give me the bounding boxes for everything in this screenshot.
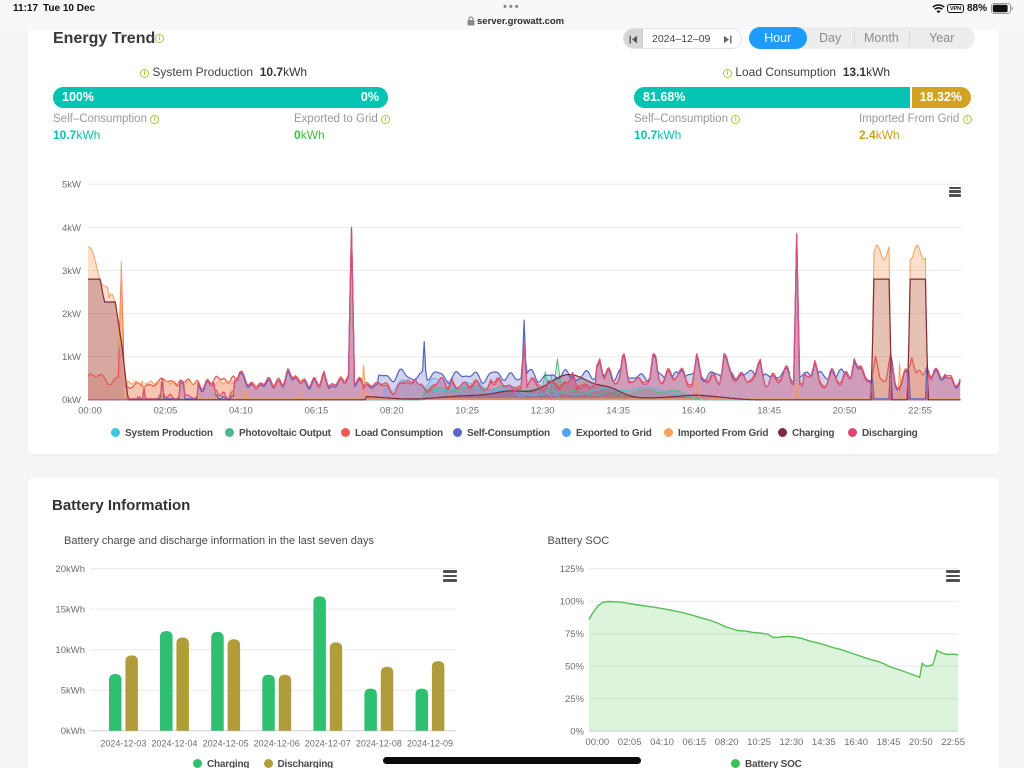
- svg-text:18:45: 18:45: [757, 405, 781, 416]
- svg-text:10kWh: 10kWh: [55, 645, 85, 656]
- svg-text:3kW: 3kW: [62, 266, 81, 277]
- svg-text:2024-12-08: 2024-12-08: [356, 738, 402, 748]
- svg-text:20kWh: 20kWh: [55, 564, 85, 575]
- svg-text:04:10: 04:10: [229, 405, 253, 416]
- svg-text:2024-12-07: 2024-12-07: [305, 738, 351, 748]
- svg-text:20:50: 20:50: [909, 737, 933, 748]
- svg-text:06:15: 06:15: [682, 737, 706, 748]
- svg-text:16:40: 16:40: [844, 737, 868, 748]
- svg-text:10:25: 10:25: [455, 405, 479, 416]
- svg-text:10:25: 10:25: [747, 737, 771, 748]
- svg-text:14:35: 14:35: [812, 737, 836, 748]
- svg-text:0kW: 0kW: [62, 395, 81, 406]
- svg-text:08:20: 08:20: [380, 405, 404, 416]
- svg-text:00:00: 00:00: [78, 405, 102, 416]
- svg-text:5kWh: 5kWh: [61, 686, 85, 697]
- svg-text:5kW: 5kW: [62, 180, 81, 191]
- svg-text:22:55: 22:55: [941, 737, 965, 748]
- svg-text:4kW: 4kW: [62, 223, 81, 234]
- svg-text:12:30: 12:30: [780, 737, 804, 748]
- svg-text:16:40: 16:40: [682, 405, 706, 416]
- svg-text:02:05: 02:05: [154, 405, 178, 416]
- svg-text:2024-12-09: 2024-12-09: [407, 738, 453, 748]
- svg-text:22:55: 22:55: [908, 405, 932, 416]
- svg-text:50%: 50%: [565, 662, 585, 673]
- svg-text:06:15: 06:15: [305, 405, 329, 416]
- svg-text:04:10: 04:10: [650, 737, 674, 748]
- svg-text:25%: 25%: [565, 694, 585, 705]
- svg-text:12:30: 12:30: [531, 405, 555, 416]
- svg-text:08:20: 08:20: [715, 737, 739, 748]
- svg-text:125%: 125%: [560, 564, 585, 575]
- svg-text:2024-12-05: 2024-12-05: [203, 738, 249, 748]
- svg-text:100%: 100%: [560, 597, 585, 608]
- svg-text:02:05: 02:05: [618, 737, 642, 748]
- svg-text:18:45: 18:45: [877, 737, 901, 748]
- svg-text:0%: 0%: [570, 727, 584, 738]
- svg-text:15kWh: 15kWh: [55, 605, 85, 616]
- svg-text:2024-12-06: 2024-12-06: [254, 738, 300, 748]
- svg-text:1kW: 1kW: [62, 352, 81, 363]
- svg-text:75%: 75%: [565, 629, 585, 640]
- svg-text:2024-12-04: 2024-12-04: [151, 738, 197, 748]
- svg-text:2kW: 2kW: [62, 309, 81, 320]
- svg-text:14:35: 14:35: [606, 405, 630, 416]
- svg-text:0kWh: 0kWh: [61, 726, 85, 737]
- svg-text:00:00: 00:00: [585, 737, 609, 748]
- svg-text:20:50: 20:50: [833, 405, 857, 416]
- svg-text:2024-12-03: 2024-12-03: [100, 738, 146, 748]
